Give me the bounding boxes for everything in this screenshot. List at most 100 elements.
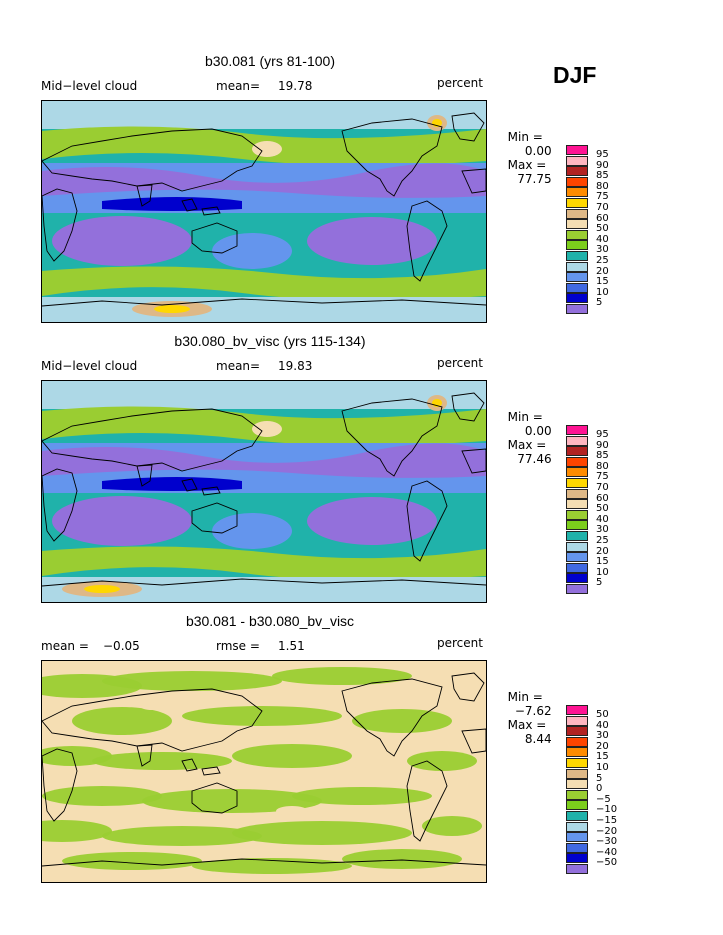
- colorbar-label: 40: [596, 719, 609, 731]
- colorbar-label: 5: [596, 772, 603, 784]
- panel-3-units: percent: [437, 636, 483, 650]
- coastline: [42, 468, 78, 542]
- cloud-band: [52, 496, 192, 546]
- coastline: [42, 858, 486, 867]
- colorbar-label: 30: [596, 244, 609, 256]
- coastline: [181, 758, 198, 772]
- colorbar-label: −20: [596, 825, 618, 837]
- coastline: [42, 688, 263, 752]
- colorbar-label: 80: [596, 460, 609, 472]
- difference-patch: [422, 816, 482, 836]
- cloud-band: [42, 443, 486, 478]
- panel-2-title: b30.080_bv_visc (yrs 115-134): [174, 333, 366, 349]
- colorbar-swatch: [566, 541, 588, 552]
- colorbar-swatch: [566, 208, 588, 219]
- colorbar-label: 60: [596, 212, 609, 224]
- difference-patch: [272, 667, 412, 685]
- cloud-band: [212, 513, 292, 549]
- cloud-band: [42, 163, 486, 198]
- difference-patch: [140, 702, 164, 710]
- coastline: [42, 188, 78, 262]
- colorbar-label: 30: [596, 524, 609, 536]
- colorbar-swatch: [566, 293, 588, 304]
- colorbar-label: 20: [596, 740, 609, 752]
- difference-patch: [342, 849, 462, 869]
- coastline: [341, 118, 443, 197]
- cloud-maximum: [154, 305, 190, 313]
- cloud-band: [52, 216, 192, 266]
- colorbar-swatch: [566, 282, 588, 293]
- colorbar-swatch: [566, 155, 588, 166]
- colorbar-label: 10: [596, 566, 609, 578]
- panel-2-min-label: Min =: [507, 410, 543, 424]
- coastline: [136, 184, 153, 207]
- colorbar-swatch: [566, 811, 588, 821]
- panel-2-mean-label: mean=: [216, 359, 261, 373]
- coastline: [42, 408, 263, 472]
- colorbar-swatch: [566, 842, 588, 853]
- season-label: DJF: [553, 62, 597, 88]
- colorbar-label: 5: [596, 577, 603, 589]
- coastline: [461, 168, 486, 194]
- difference-patch: [72, 707, 172, 735]
- difference-patch: [42, 820, 112, 842]
- colorbar-swatch: [566, 166, 588, 177]
- cloud-band: [212, 233, 292, 269]
- colorbar-swatch: [566, 573, 588, 584]
- colorbar-swatch: [566, 531, 588, 541]
- cloud-band: [102, 477, 242, 491]
- coastline: [451, 672, 485, 702]
- panel-2-variable-label: Mid−level cloud: [41, 359, 138, 373]
- colorbar-swatch: [566, 779, 588, 790]
- panel-3-rmse-label: rmse =: [216, 639, 260, 653]
- difference-patch: [98, 776, 126, 786]
- panel-1-min-label: Min =: [507, 130, 543, 144]
- colorbar-label: 20: [596, 545, 609, 557]
- panel-3-mean-value: −0.05: [103, 639, 140, 653]
- colorbar-swatch: [566, 176, 588, 187]
- colorbar-label: 25: [596, 255, 609, 266]
- difference-patch: [62, 852, 202, 870]
- panel-3-rmse-value: 1.51: [278, 639, 305, 653]
- difference-patch: [92, 752, 232, 770]
- coastline: [191, 222, 238, 254]
- difference-patch: [276, 806, 308, 816]
- coastline: [181, 478, 198, 492]
- panel-1-mean-label: mean=: [216, 79, 261, 93]
- panel-1-min-value: 0.00: [524, 144, 552, 158]
- difference-patch: [182, 706, 342, 726]
- colorbar-label: 25: [596, 535, 609, 546]
- colorbar-label: 30: [596, 730, 609, 742]
- colorbar-label: 40: [596, 513, 609, 525]
- colorbar-swatch: [566, 478, 588, 488]
- colorbar-label: 95: [596, 429, 609, 440]
- colorbar-label: −10: [596, 804, 618, 816]
- difference-patch: [352, 709, 452, 733]
- colorbar-label: 5: [596, 297, 603, 309]
- coastline: [406, 200, 448, 282]
- colorbar-label: 80: [596, 180, 609, 192]
- panel-2-minmax: Min = 0.00 Max = 77.46: [500, 396, 552, 466]
- colorbar-swatch: [566, 705, 588, 715]
- colorbar-swatch: [566, 456, 588, 467]
- colorbar-label: −50: [596, 857, 618, 869]
- panel-1-mean-value: 19.78: [278, 79, 313, 93]
- ocean-background: [42, 661, 486, 882]
- panel-1-max-value: 77.75: [517, 172, 552, 186]
- colorbar-swatch: [566, 520, 588, 531]
- coastline: [201, 486, 221, 496]
- coastline: [341, 398, 443, 477]
- panel-2-max-value: 77.46: [517, 452, 552, 466]
- colorbar-label: 75: [596, 191, 609, 203]
- coastline: [42, 748, 78, 822]
- difference-patch: [142, 789, 322, 813]
- colorbar-swatch: [566, 747, 588, 758]
- colorbar-label: −5: [596, 793, 611, 805]
- colorbar-label: 15: [596, 276, 609, 288]
- panel-2-min-value: 0.00: [524, 424, 552, 438]
- cloud-band: [42, 546, 486, 581]
- panel-2-units: percent: [437, 356, 483, 370]
- colorbar-swatch: [566, 736, 588, 747]
- colorbar-label: 75: [596, 471, 609, 483]
- polar-band: [42, 101, 486, 129]
